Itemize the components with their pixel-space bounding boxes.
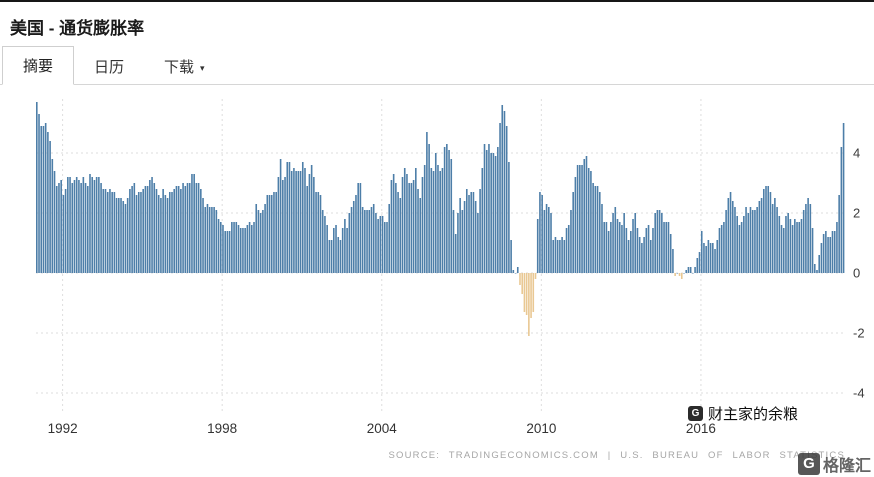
watermark: G 财主家的余粮 xyxy=(688,403,798,424)
svg-text:1992: 1992 xyxy=(48,421,78,436)
svg-text:4: 4 xyxy=(853,146,860,161)
tab-bar: 摘要 日历 下载 ▾ xyxy=(0,46,874,85)
svg-text:-2: -2 xyxy=(853,326,865,341)
tab-calendar[interactable]: 日历 xyxy=(74,48,144,85)
svg-text:-4: -4 xyxy=(853,386,865,401)
source-text: SOURCE: TRADINGECONOMICS.COM | U.S. BURE… xyxy=(388,449,845,461)
inflation-chart[interactable]: 4 2 0 -2 -4 1992 1998 2004 2010 2016 G 财主家的余粮 xyxy=(0,93,874,441)
watermark-logo-icon: G xyxy=(688,406,703,421)
tab-download-label: 下载 xyxy=(164,59,195,76)
caret-down-icon: ▾ xyxy=(200,62,205,73)
tab-summary[interactable]: 摘要 xyxy=(2,46,75,85)
svg-text:2016: 2016 xyxy=(686,421,716,436)
chart-footer: SOURCE: TRADINGECONOMICS.COM | U.S. BURE… xyxy=(0,441,874,469)
watermark-text: 财主家的余粮 xyxy=(708,406,799,423)
inflation-chart-svg: 4 2 0 -2 -4 1992 1998 2004 2010 2016 xyxy=(36,99,865,436)
page-title: 美国 - 通货膨胀率 xyxy=(10,19,145,38)
svg-text:0: 0 xyxy=(853,266,860,281)
tab-summary-label: 摘要 xyxy=(23,58,54,75)
svg-text:1998: 1998 xyxy=(207,421,237,436)
tab-calendar-label: 日历 xyxy=(94,59,125,76)
svg-text:2010: 2010 xyxy=(526,421,556,436)
svg-text:2004: 2004 xyxy=(367,421,398,436)
gelonghui-logo: G 格隆汇 xyxy=(797,452,871,476)
gelonghui-logo-text: 格隆汇 xyxy=(822,458,871,475)
svg-text:2: 2 xyxy=(853,206,860,221)
gelonghui-logo-icon: G xyxy=(797,453,820,475)
tab-download[interactable]: 下载 ▾ xyxy=(144,48,225,85)
